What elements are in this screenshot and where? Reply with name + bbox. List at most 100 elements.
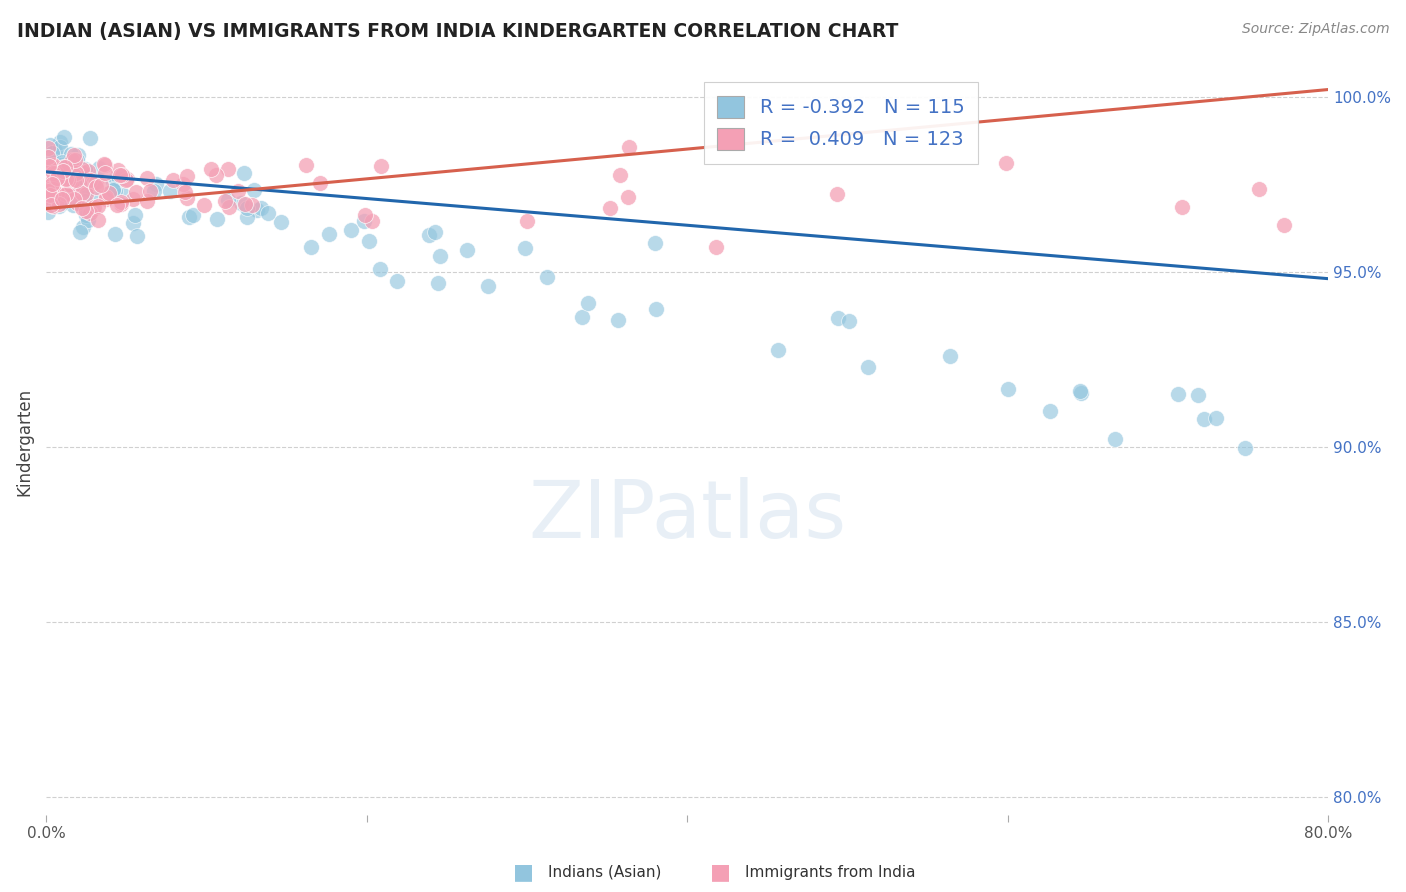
Point bbox=[353, 213, 375, 227]
Point bbox=[60, 153, 83, 168]
Point bbox=[75, 208, 97, 222]
Point bbox=[515, 241, 537, 255]
Point bbox=[51, 194, 73, 209]
Point bbox=[1039, 404, 1062, 418]
Point bbox=[48, 186, 70, 200]
Point bbox=[58, 157, 80, 171]
Point bbox=[45, 166, 67, 180]
Point bbox=[59, 173, 82, 187]
Point bbox=[67, 176, 90, 190]
Point bbox=[1205, 411, 1227, 425]
Point bbox=[117, 172, 139, 186]
Point bbox=[87, 199, 110, 213]
Point bbox=[41, 166, 63, 180]
Point bbox=[52, 129, 75, 144]
Point bbox=[172, 177, 194, 191]
Point bbox=[63, 153, 86, 167]
Point bbox=[55, 172, 77, 186]
Point bbox=[179, 210, 201, 224]
Point bbox=[218, 200, 240, 214]
Point bbox=[42, 159, 65, 173]
Point bbox=[42, 180, 65, 194]
Point bbox=[1233, 441, 1256, 455]
Point bbox=[121, 216, 143, 230]
Point bbox=[52, 161, 75, 175]
Point bbox=[37, 180, 59, 194]
Point bbox=[70, 201, 93, 215]
Point bbox=[67, 148, 90, 162]
Point bbox=[42, 169, 65, 184]
Point bbox=[37, 165, 59, 179]
Point bbox=[45, 194, 67, 208]
Text: Source: ZipAtlas.com: Source: ZipAtlas.com bbox=[1241, 22, 1389, 37]
Point bbox=[1192, 412, 1215, 426]
Point bbox=[246, 203, 269, 218]
Point bbox=[939, 349, 962, 363]
Point bbox=[226, 184, 249, 198]
Point bbox=[110, 195, 132, 210]
Point bbox=[477, 279, 499, 293]
Point bbox=[108, 172, 131, 186]
Point bbox=[49, 171, 72, 186]
Point bbox=[39, 198, 62, 212]
Point bbox=[82, 186, 104, 201]
Point bbox=[609, 168, 631, 182]
Point bbox=[84, 180, 107, 194]
Point bbox=[339, 223, 361, 237]
Point bbox=[536, 269, 558, 284]
Point bbox=[103, 175, 125, 189]
Point bbox=[645, 301, 668, 316]
Point bbox=[37, 169, 59, 184]
Point bbox=[318, 227, 340, 241]
Point bbox=[82, 202, 104, 216]
Point bbox=[51, 195, 73, 210]
Point bbox=[136, 170, 159, 185]
Point bbox=[38, 182, 60, 196]
Point bbox=[214, 194, 236, 208]
Point bbox=[368, 262, 391, 277]
Point bbox=[359, 234, 381, 248]
Y-axis label: Kindergarten: Kindergarten bbox=[15, 387, 32, 496]
Point bbox=[58, 167, 80, 181]
Point bbox=[997, 382, 1019, 396]
Point bbox=[1247, 182, 1270, 196]
Point bbox=[44, 161, 66, 175]
Point bbox=[39, 186, 62, 201]
Point bbox=[41, 178, 63, 192]
Point bbox=[107, 163, 129, 178]
Point bbox=[111, 168, 134, 182]
Point bbox=[37, 205, 59, 219]
Text: ■: ■ bbox=[513, 863, 534, 882]
Point bbox=[51, 192, 73, 206]
Text: INDIAN (ASIAN) VS IMMIGRANTS FROM INDIA KINDERGARTEN CORRELATION CHART: INDIAN (ASIAN) VS IMMIGRANTS FROM INDIA … bbox=[17, 22, 898, 41]
Point bbox=[38, 176, 60, 190]
Point bbox=[1272, 218, 1295, 232]
Point bbox=[90, 178, 112, 192]
Point bbox=[70, 186, 93, 200]
Point bbox=[37, 172, 59, 186]
Point bbox=[233, 165, 256, 179]
Point bbox=[217, 161, 239, 176]
Point bbox=[361, 214, 384, 228]
Point bbox=[42, 182, 65, 196]
Point bbox=[387, 274, 409, 288]
Point bbox=[41, 145, 63, 160]
Point bbox=[75, 194, 97, 208]
Point bbox=[104, 171, 127, 186]
Point bbox=[240, 198, 263, 212]
Point bbox=[96, 190, 118, 204]
Point bbox=[1069, 384, 1091, 398]
Legend: R = -0.392   N = 115, R =  0.409   N = 123: R = -0.392 N = 115, R = 0.409 N = 123 bbox=[703, 82, 979, 164]
Point bbox=[418, 227, 440, 242]
Point bbox=[617, 140, 640, 154]
Point bbox=[66, 153, 89, 168]
Point bbox=[37, 177, 59, 191]
Point bbox=[159, 184, 181, 198]
Point bbox=[59, 146, 82, 161]
Point bbox=[59, 178, 82, 192]
Point bbox=[124, 208, 146, 222]
Point bbox=[42, 156, 65, 170]
Point bbox=[41, 181, 63, 195]
Point bbox=[82, 176, 104, 190]
Point bbox=[72, 164, 94, 178]
